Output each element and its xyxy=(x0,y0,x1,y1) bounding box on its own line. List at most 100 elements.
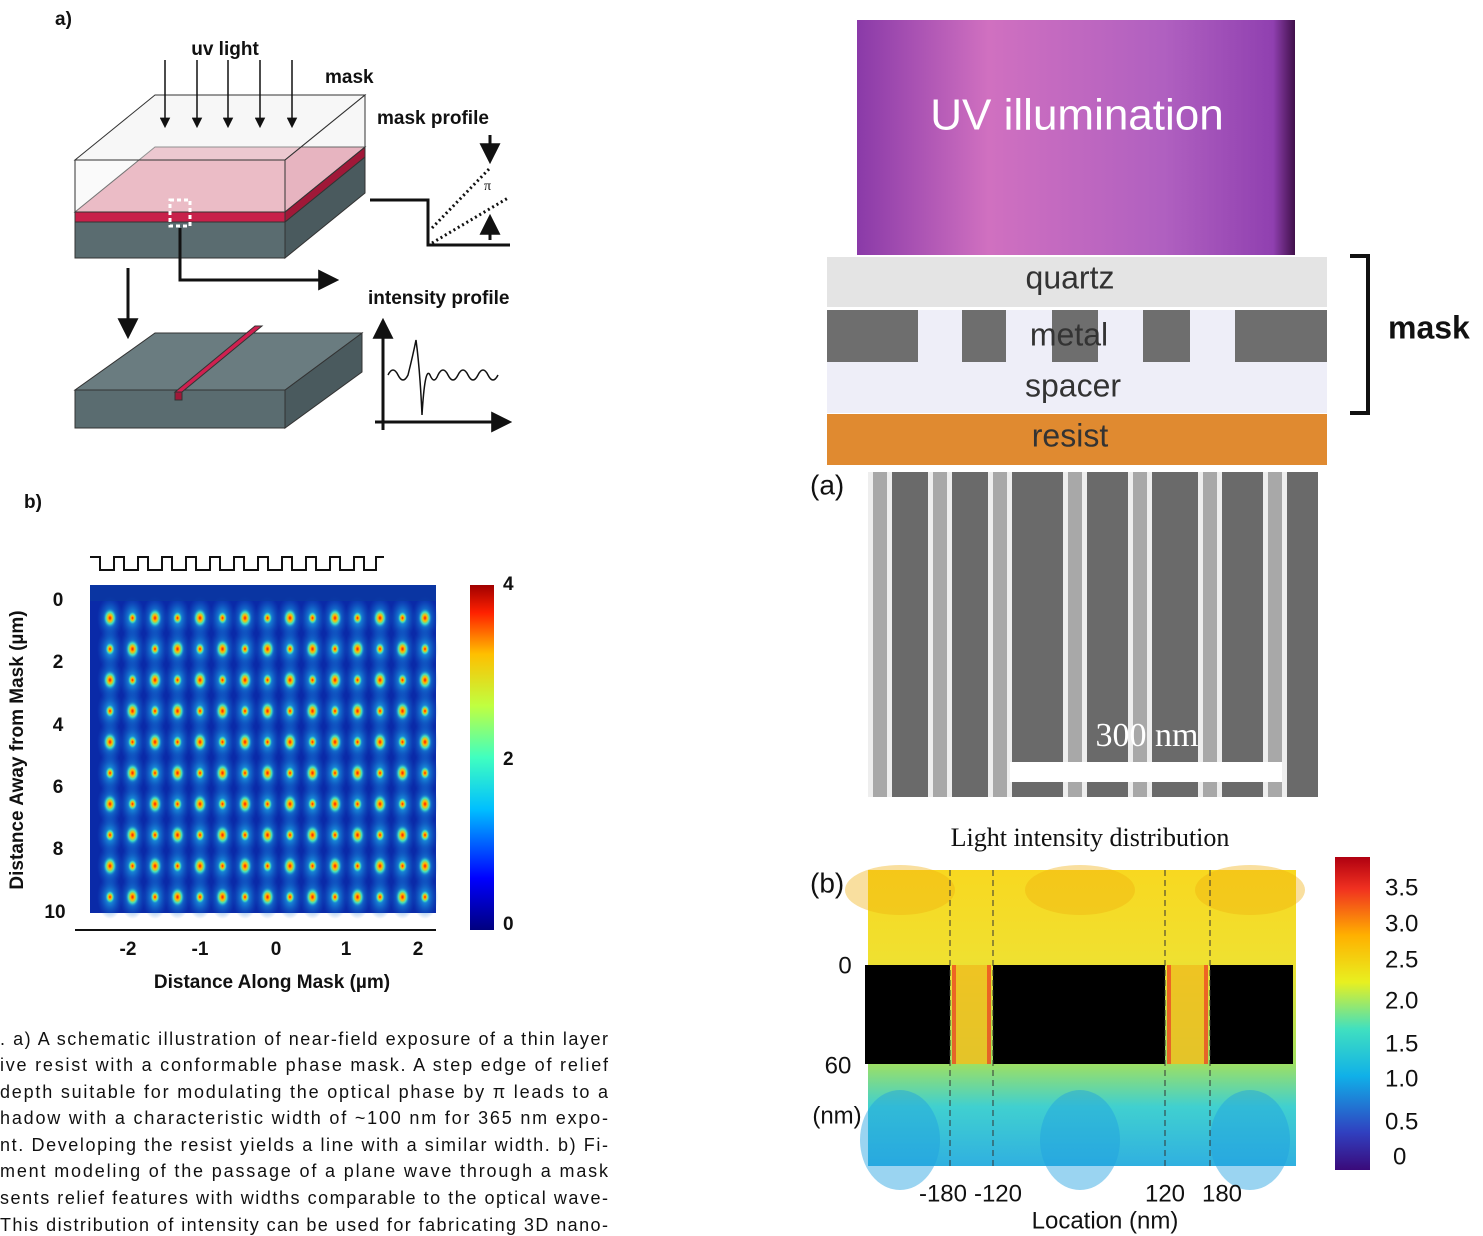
hot-spot xyxy=(218,859,228,873)
hot-spot xyxy=(396,639,410,659)
hot-spot xyxy=(351,763,365,783)
hot-spot xyxy=(373,856,387,876)
hot-spot xyxy=(105,766,115,780)
colorbar-tick: 1.0 xyxy=(1385,1065,1418,1092)
field-lobe xyxy=(1195,865,1305,915)
sem-edge xyxy=(1198,472,1203,797)
hot-spot xyxy=(330,890,340,904)
caption-line: ment modeling of the passage of a plane … xyxy=(0,1161,609,1181)
hot-spot xyxy=(308,797,318,811)
hot-spot xyxy=(283,670,297,690)
sem-edge xyxy=(988,472,993,797)
hot-spot xyxy=(126,825,140,845)
hot-spot xyxy=(308,859,318,873)
hot-spot xyxy=(306,701,320,721)
hot-spot xyxy=(261,825,275,845)
hot-spot xyxy=(285,642,295,656)
hot-spot xyxy=(240,704,250,718)
hot-spot xyxy=(418,608,432,628)
hot-spot xyxy=(148,856,162,876)
hot-spot xyxy=(306,887,320,907)
hot-spot xyxy=(103,794,117,814)
colorbar-tick: 2.0 xyxy=(1385,987,1418,1014)
hot-spot xyxy=(263,797,273,811)
hot-spot xyxy=(216,825,230,845)
hot-spot xyxy=(330,828,340,842)
hot-spot xyxy=(420,828,430,842)
hot-spot xyxy=(353,859,363,873)
hot-spot xyxy=(218,797,228,811)
hot-spot xyxy=(148,732,162,752)
hot-spot xyxy=(216,639,230,659)
hot-spot xyxy=(171,763,185,783)
hot-spot xyxy=(283,856,297,876)
hot-spot xyxy=(150,890,160,904)
metal-label: metal xyxy=(1030,316,1108,352)
hot-spot xyxy=(373,608,387,628)
hot-spot xyxy=(218,735,228,749)
sem-edge xyxy=(1217,472,1222,797)
y-ticks: 0 60 (nm) xyxy=(812,952,861,1129)
hot-spot xyxy=(240,766,250,780)
hot-spot xyxy=(240,890,250,904)
hot-spot xyxy=(375,766,385,780)
hot-spot xyxy=(216,887,230,907)
hot-spot xyxy=(418,856,432,876)
sem-edge xyxy=(1063,472,1068,797)
hot-spot xyxy=(126,639,140,659)
pi-label: π xyxy=(484,179,491,194)
hot-spot xyxy=(328,794,342,814)
x-tick-label: 180 xyxy=(1202,1180,1242,1207)
hot-spot xyxy=(126,701,140,721)
field-lobe xyxy=(1025,865,1135,915)
hot-spot xyxy=(283,608,297,628)
hot-spot xyxy=(128,673,138,687)
hot-spot xyxy=(195,642,205,656)
caption-line: sents relief features with widths compar… xyxy=(0,1188,608,1208)
sem-edge xyxy=(1263,472,1268,797)
mask-profile-label: mask profile xyxy=(377,108,489,129)
hot-spot xyxy=(373,794,387,814)
hot-spot xyxy=(218,673,228,687)
uv-illumination-label: UV illumination xyxy=(930,91,1223,140)
resist-label: resist xyxy=(1032,417,1109,453)
hot-spot xyxy=(308,735,318,749)
x-axis-label: Distance Along Mask (µm) xyxy=(154,972,390,993)
colorbar-ticks: 3.5 3.0 2.5 2.0 1.5 1.0 0.5 0 xyxy=(1385,874,1418,1170)
hot-spot xyxy=(420,890,430,904)
colorbar-tick: 1.5 xyxy=(1385,1030,1418,1057)
hot-spot xyxy=(240,642,250,656)
y-axis-label: Distance Away from Mask (µm) xyxy=(7,610,28,889)
intensity-profile-label: intensity profile xyxy=(368,288,509,309)
sem-edge xyxy=(1282,472,1287,797)
y-tick-label: 8 xyxy=(53,839,64,860)
sem-edge xyxy=(887,472,892,797)
hot-spot xyxy=(148,670,162,690)
x-ticks: -2 -1 0 1 2 xyxy=(120,939,424,960)
hot-spot xyxy=(420,642,430,656)
hot-spot xyxy=(218,611,228,625)
hot-spot xyxy=(193,608,207,628)
hot-spot xyxy=(126,763,140,783)
hot-spot xyxy=(173,673,183,687)
colorbar-tick: 3.0 xyxy=(1385,910,1418,937)
caption-line: ive resist with a conformable phase mask… xyxy=(0,1055,609,1075)
caption-line: This distribution of intensity can be us… xyxy=(0,1215,608,1235)
colorbar-tick: 0 xyxy=(1393,1143,1406,1170)
x-tick-label: 0 xyxy=(271,939,282,960)
field-lobe xyxy=(1040,1090,1120,1190)
hot-spot xyxy=(195,890,205,904)
field-lobe xyxy=(845,865,955,915)
hot-spot xyxy=(283,732,297,752)
hot-spot xyxy=(353,735,363,749)
hot-spot xyxy=(418,794,432,814)
hot-spot xyxy=(193,670,207,690)
x-tick-label: -120 xyxy=(974,1180,1022,1207)
hot-spot xyxy=(193,794,207,814)
hot-spot xyxy=(306,825,320,845)
hot-spot xyxy=(261,701,275,721)
hot-spot xyxy=(238,794,252,814)
hot-spot xyxy=(328,670,342,690)
colorbar-tick: 4 xyxy=(503,574,514,595)
uv-light-label: uv light xyxy=(191,39,259,60)
